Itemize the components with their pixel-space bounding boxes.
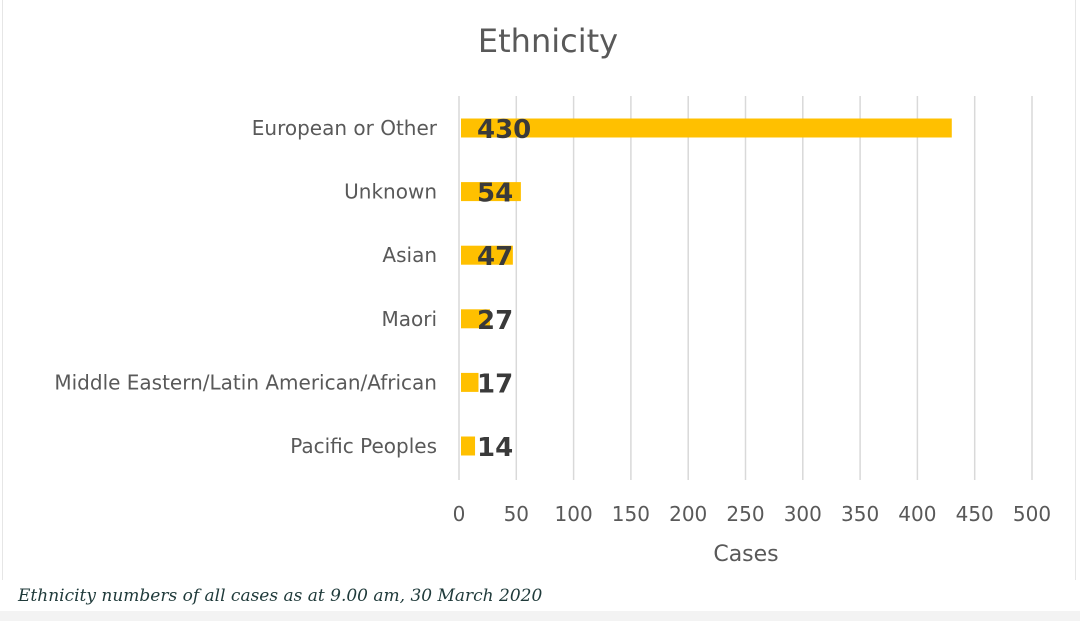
- bottom-band: [0, 611, 1080, 621]
- x-tick-label-400: 400: [898, 502, 936, 526]
- data-label-0: 430: [477, 115, 531, 145]
- data-label-5: 14: [477, 433, 513, 463]
- category-label-4: Middle Eastern/Latin American/African: [54, 370, 437, 394]
- figure-caption: Ethnicity numbers of all cases as at 9.0…: [18, 586, 543, 606]
- category-labels: European or Other Unknown Asian Maori Middle…: [54, 116, 437, 458]
- category-label-3: Maori: [381, 307, 437, 331]
- category-label-5: Pacific Peoples: [290, 434, 437, 458]
- bar-1: [461, 182, 521, 202]
- x-tick-label-150: 150: [612, 502, 650, 526]
- bar-3: [461, 309, 490, 329]
- data-label-3: 27: [477, 306, 513, 336]
- x-tick-label-300: 300: [784, 502, 822, 526]
- chart-title: Ethnicity: [478, 22, 618, 60]
- x-tick-label-350: 350: [841, 502, 879, 526]
- bars: [461, 118, 952, 456]
- grid-lines: [458, 96, 1033, 480]
- data-label-1: 54: [477, 179, 513, 209]
- ethnicity-bar-chart: Ethnicity European or Other Unknown Asian M…: [54, 22, 1051, 567]
- data-label-2: 47: [477, 242, 513, 272]
- chart-frame: Ethnicity European or Other Unknown Asian M…: [2, 0, 1076, 580]
- x-tick-label-200: 200: [669, 502, 707, 526]
- data-label-4: 17: [477, 369, 513, 399]
- x-tick-label-250: 250: [726, 502, 764, 526]
- x-tick-label-100: 100: [555, 502, 593, 526]
- bar-4: [461, 372, 479, 392]
- data-labels: 430 54 47 27 17 14: [477, 115, 531, 463]
- category-label-1: Unknown: [344, 180, 437, 204]
- x-tick-label-0: 0: [453, 502, 466, 526]
- bar-5: [461, 436, 476, 456]
- x-tick-label-450: 450: [956, 502, 994, 526]
- category-label-0: European or Other: [252, 116, 438, 140]
- x-tick-label-50: 50: [504, 502, 529, 526]
- bar-2: [461, 245, 513, 265]
- x-tick-labels: 0 50 100 150 200 250 300 350 400 450 500: [453, 502, 1051, 526]
- bar-0: [461, 118, 952, 138]
- category-label-2: Asian: [382, 243, 437, 267]
- x-tick-label-500: 500: [1013, 502, 1051, 526]
- x-axis-title: Cases: [713, 542, 778, 567]
